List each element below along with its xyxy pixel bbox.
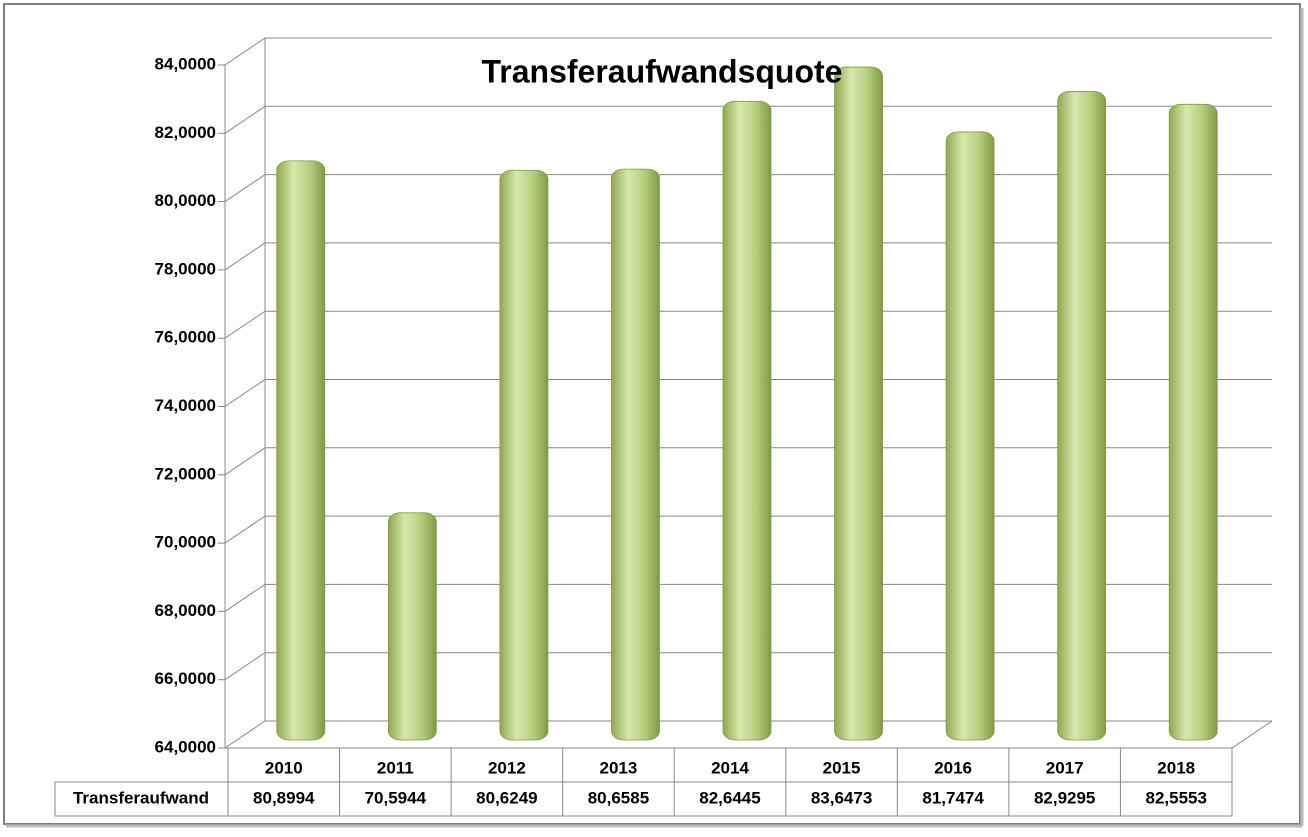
x-tick-label: 2016 [934,758,972,777]
bar [722,100,772,741]
table-value: 80,6249 [476,788,537,807]
y-tick-label: 76,0000 [155,328,216,347]
bar [945,131,995,741]
table-value: 70,5944 [365,788,427,807]
grid-line [224,379,1272,407]
x-tick-label: 2014 [711,758,749,777]
legend-label: Transferaufwand [73,788,209,807]
grid-line [224,447,1272,476]
grid-line [224,652,1272,681]
bar [276,160,326,741]
y-tick-label: 66,0000 [155,669,216,688]
x-tick-label: 2017 [1046,758,1084,777]
y-tick-label: 70,0000 [155,533,216,552]
grid-line [224,515,1272,544]
y-tick-label: 72,0000 [155,464,216,483]
y-tick-label: 68,0000 [155,601,216,620]
x-tick-label: 2010 [265,758,303,777]
grid-line [224,37,1272,66]
bar [834,66,883,741]
table-value: 80,6585 [588,788,649,807]
grid-line [224,242,1272,271]
y-tick-label: 78,0000 [155,259,216,278]
table-value: 82,6445 [699,788,760,807]
x-tick-label: 2018 [1157,758,1195,777]
y-tick-label: 74,0000 [155,396,216,415]
bar [1057,91,1107,741]
bar [1168,103,1218,741]
grid-line [224,720,1272,749]
x-tick-label: 2011 [377,758,414,777]
x-tick-label: 2015 [823,758,861,777]
table-value: 82,9295 [1034,788,1095,807]
table-value: 83,6473 [811,788,872,807]
grid-line [224,583,1272,612]
x-tick-label: 2013 [600,758,638,777]
table-value: 80,8994 [253,788,315,807]
chart-title: Transferaufwandsquote [482,53,843,89]
y-tick-label: 84,0000 [155,54,216,73]
y-tick-label: 82,0000 [155,123,216,142]
x-tick-label: 2012 [488,758,526,777]
y-tick-label: 80,0000 [155,191,216,210]
y-tick-label: 64,0000 [155,737,216,756]
grid-line [224,174,1272,203]
bar [499,169,549,741]
grid-line [224,310,1272,339]
grid-line [224,105,1272,134]
table-value: 81,7474 [922,788,984,807]
table-value: 82,5553 [1145,788,1206,807]
bar [387,512,437,741]
bar [611,168,660,741]
